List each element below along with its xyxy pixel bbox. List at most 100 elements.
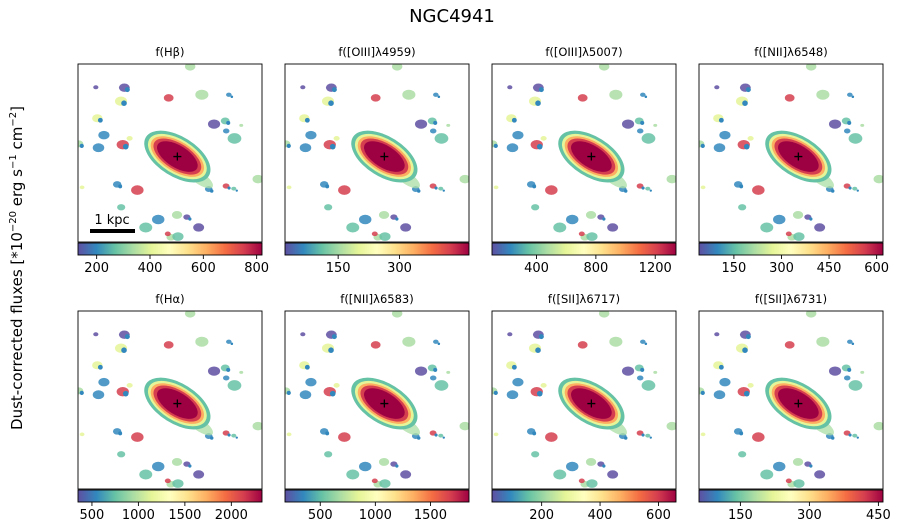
noise-blob — [814, 470, 826, 479]
noise-blob — [830, 189, 835, 193]
colorbar-tick-label: 400 — [138, 261, 163, 276]
noise-blob — [851, 95, 855, 99]
noise-blob — [847, 339, 853, 344]
noise-blob — [331, 334, 337, 340]
flux-map — [699, 64, 883, 241]
noise-blob — [816, 336, 830, 347]
noise-blob — [848, 133, 863, 144]
noise-blob — [286, 185, 292, 190]
panel-nii6548: f([NII]λ6548) 150 300 450 600 — [698, 45, 889, 276]
noise-blob — [738, 451, 747, 458]
noise-blob — [433, 367, 438, 372]
center-marker — [794, 152, 803, 161]
noise-blob — [122, 143, 129, 150]
noise-blob — [532, 431, 537, 436]
center-marker — [587, 399, 596, 408]
noise-blob — [442, 436, 445, 439]
noise-blob — [714, 332, 720, 337]
noise-blob — [828, 366, 842, 376]
noise-blob — [346, 469, 360, 480]
noise-blob — [843, 375, 851, 381]
noise-blob — [577, 341, 588, 349]
colorbar-tick-label: 150 — [721, 261, 746, 276]
colorbar-tick-label: 600 — [646, 508, 671, 523]
panel-title: f(Hα) — [155, 292, 184, 306]
noise-blob — [536, 143, 543, 150]
panel-nii6583: f([NII]λ6583) 500 1000 1500 — [284, 292, 470, 523]
noise-blob — [809, 217, 813, 221]
noise-blob — [511, 364, 517, 370]
colorbar-tick-label: 450 — [866, 508, 891, 523]
noise-blob — [446, 370, 451, 374]
noise-blob — [98, 130, 110, 140]
noise-blob — [553, 222, 567, 233]
noise-blob — [121, 347, 127, 353]
noise-blob — [760, 469, 774, 480]
noise-blob — [641, 133, 656, 144]
noise-blob — [792, 211, 804, 219]
colorbar-tick-label: 800 — [244, 261, 269, 276]
noise-blob — [402, 336, 416, 347]
noise-blob — [645, 433, 651, 438]
noise-blob — [328, 347, 334, 353]
colorbar — [698, 242, 884, 256]
noise-blob — [644, 95, 648, 99]
noise-blob — [805, 64, 817, 71]
noise-blob — [164, 478, 171, 484]
colorbar — [77, 242, 263, 256]
panel-oiii4959: f([OIII]λ4959) 150 300 — [284, 45, 470, 276]
noise-blob — [535, 100, 541, 106]
noise-blob — [231, 186, 237, 191]
noise-blob — [506, 390, 519, 400]
colorbar-tick-label: 1500 — [168, 508, 201, 523]
noise-blob — [79, 432, 85, 437]
panel-frame — [491, 310, 677, 490]
noise-blob — [792, 458, 804, 466]
colorbar-tick-label: 800 — [583, 261, 608, 276]
noise-blob — [623, 436, 628, 440]
noise-blob — [235, 189, 238, 192]
noise-blob — [395, 217, 399, 221]
noise-blob — [329, 143, 336, 150]
noise-blob — [395, 464, 399, 468]
panel-hbeta: f(Hβ) 1 kpc 200 400 600 800 — [77, 45, 269, 276]
noise-blob — [370, 94, 381, 102]
panel-frame — [698, 63, 884, 243]
noise-blob — [92, 390, 105, 400]
noise-blob — [577, 94, 588, 102]
noise-blob — [856, 189, 859, 192]
noise-blob — [139, 469, 153, 480]
colorbar-tick-label: 450 — [817, 261, 842, 276]
noise-blob — [400, 223, 412, 232]
noise-blob — [511, 117, 517, 123]
colorbar-tick-label: 1200 — [639, 261, 672, 276]
noise-blob — [338, 185, 351, 195]
noise-blob — [195, 336, 209, 347]
noise-blob — [535, 347, 541, 353]
noise-blob — [641, 380, 656, 391]
noise-blob — [747, 382, 754, 388]
noise-blob — [131, 185, 144, 195]
panel-oiii5007: f([OIII]λ5007) 400 800 1200 — [491, 45, 677, 276]
flux-map — [285, 64, 469, 241]
noise-blob — [121, 100, 127, 106]
noise-blob — [429, 128, 437, 134]
noise-blob — [566, 461, 579, 472]
noise-blob — [773, 461, 786, 472]
noise-blob — [713, 143, 726, 153]
center-marker — [380, 399, 389, 408]
noise-blob — [666, 421, 676, 431]
noise-blob — [621, 119, 635, 129]
noise-blob — [640, 339, 646, 344]
noise-blob — [370, 341, 381, 349]
noise-blob — [843, 128, 851, 134]
noise-blob — [195, 89, 209, 100]
noise-blob — [512, 130, 524, 140]
noise-blob — [645, 186, 651, 191]
colorbar-tick-label: 300 — [387, 261, 412, 276]
noise-blob — [532, 184, 537, 189]
noise-blob — [493, 185, 499, 190]
noise-blob — [641, 186, 645, 190]
colorbar-tick-label: 400 — [588, 508, 613, 523]
noise-blob — [139, 222, 153, 233]
